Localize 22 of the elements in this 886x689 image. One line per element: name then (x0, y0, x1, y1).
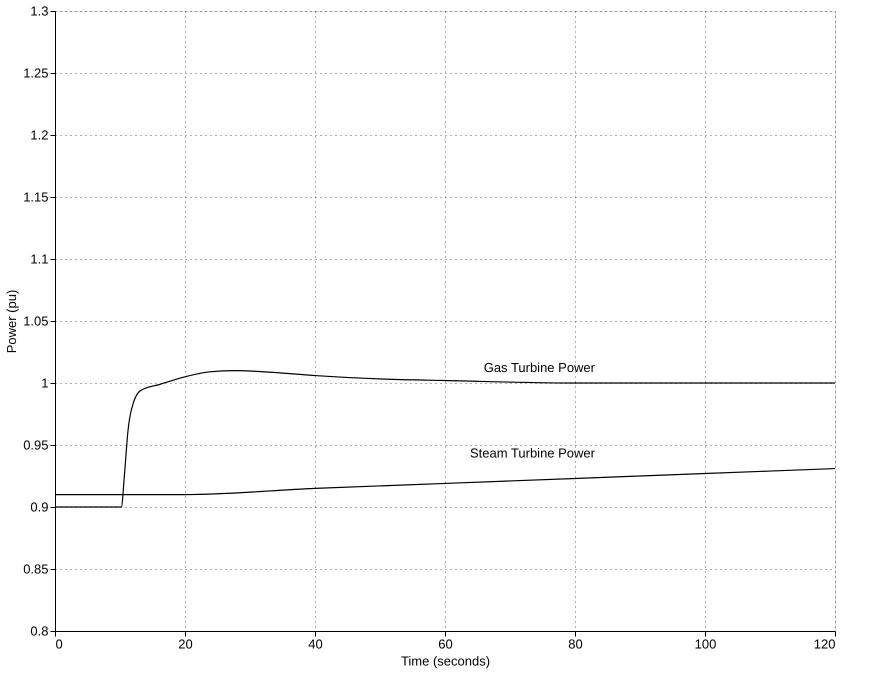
x-tick-label: 60 (438, 636, 453, 652)
y-tick-label: 0.95 (23, 438, 48, 452)
y-axis-title: Power (pu) (4, 290, 20, 354)
y-tick-label: 1 (41, 376, 48, 390)
y-tick-label: 1.1 (30, 252, 48, 266)
y-tick-label: 1.2 (30, 128, 48, 142)
x-tick-label: 80 (568, 636, 583, 652)
y-tick-label: 1.3 (30, 4, 48, 18)
y-tick-label: 1.05 (23, 314, 48, 328)
y-tick-label: 0.9 (30, 500, 48, 514)
y-tick-label: 0.85 (23, 562, 48, 576)
x-tick-label: 40 (308, 636, 323, 652)
x-axis-title: Time (seconds) (400, 654, 490, 668)
x-tick-label: 120 (814, 636, 836, 652)
series-label: Steam Turbine Power (470, 446, 596, 461)
y-tick-label: 1.15 (23, 190, 48, 204)
x-tick-label: 20 (178, 636, 193, 652)
y-tick-label: 1.25 (23, 66, 48, 80)
x-tick-label: 100 (694, 636, 716, 652)
y-tick-label: 0.8 (30, 624, 48, 638)
series-label: Gas Turbine Power (484, 360, 596, 375)
x-tick-label: 0 (56, 636, 63, 652)
